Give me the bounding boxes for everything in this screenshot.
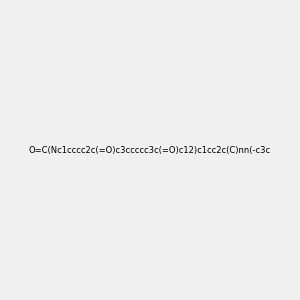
Text: O=C(Nc1cccc2c(=O)c3ccccc3c(=O)c12)c1cc2c(C)nn(-c3c: O=C(Nc1cccc2c(=O)c3ccccc3c(=O)c12)c1cc2c… <box>29 146 271 154</box>
